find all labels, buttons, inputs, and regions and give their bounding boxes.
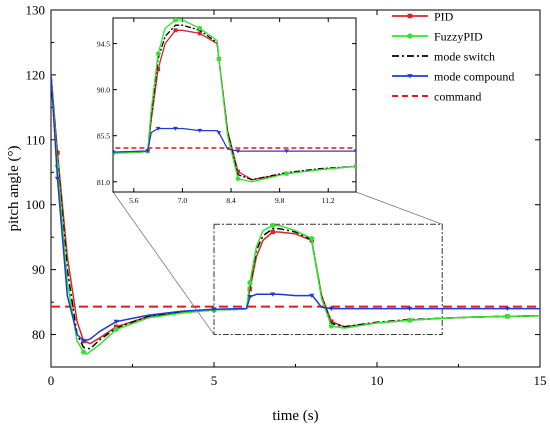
inset-series-marker-mode-compound [145,149,151,154]
inset-x-tick-label: 8.4 [226,196,236,205]
legend-marker-fuzzypid [407,33,413,39]
y-tick-label: 120 [26,67,46,82]
inset-series-marker-fuzzypid [235,176,241,181]
inset-series-marker-fuzzypid [197,25,203,31]
series-marker-mode-compound [270,292,276,297]
series-line-fuzzypid [51,74,540,355]
inset-series-marker-pid [173,28,178,33]
y-tick-label: 80 [32,327,45,342]
series-marker-fuzzypid [81,349,87,355]
x-tick-label: 5 [211,373,218,388]
inset-series-marker-pid [197,31,202,36]
legend-marker-mode-compound [407,74,413,79]
series-marker-fuzzypid [113,326,119,332]
series-marker-mode-compound [309,293,315,298]
y-axis-label: pitch angle (°) [6,146,22,232]
inset-x-tick-label: 9.8 [275,196,285,205]
inset-x-tick-label: 7.0 [178,196,188,205]
inset-series-marker-mode-compound [216,130,222,135]
series-marker-fuzzypid [407,317,413,323]
x-tick-label: 10 [371,373,384,388]
legend-label-mode-compound: mode compound [434,70,514,84]
y-tick-label: 90 [32,262,45,277]
inset-y-tick-label: 85.5 [97,132,110,141]
series-marker-fuzzypid [309,235,315,242]
x-tick-label: 0 [48,373,55,388]
inset-y-tick-label: 94.5 [97,40,110,49]
inset-y-tick-label: 90.0 [97,86,110,95]
inset-connector-line [355,191,443,225]
series-marker-mode-compound [113,319,119,324]
legend: PID FuzzyPID mode switch mode compound comma… [392,10,514,104]
inset-series-line-mode-compound [113,127,356,153]
inset-series-marker-mode-compound [173,126,178,131]
y-tick-label: 100 [26,197,46,212]
legend-label-command: command [434,90,481,104]
inset-series-marker-mode-compound [155,126,161,131]
inset-series-marker-fuzzypid [216,56,222,62]
series-marker-mode-compound [80,339,87,344]
series-marker-mode-compound [54,176,61,182]
series-marker-pid [114,324,119,329]
inset-series-marker-fuzzypid [284,171,289,176]
inset-series-line-fuzzypid [113,19,356,183]
zoom-rectangle [213,223,443,336]
legend-label-pid: PID [434,10,454,24]
inset-series-marker-fuzzypid [173,18,178,23]
inset-y-tick-label: 81.0 [97,178,110,187]
series-line-mode-compound [51,74,540,342]
inset-zoom-plot: 5.6 7.0 8.4 9.8 11.2 81.0 85.5 90.0 94.5 [97,17,443,335]
inset-series-marker-mode-compound [284,149,289,154]
y-tick-label: 130 [26,3,46,18]
legend-label-mode-switch: mode switch [434,50,495,64]
inset-x-tick-label: 11.2 [322,196,335,205]
series-marker-mode-compound [504,306,511,311]
series-marker-pid [270,229,275,235]
inset-series-marker-pid [235,169,240,174]
series-marker-fuzzypid [247,280,253,286]
inset-series-marker-mode-compound [353,149,356,154]
inset-series-marker-mode-compound [235,149,241,154]
zoom-region-box [213,223,443,336]
inset-series-marker-fuzzypid [155,51,161,57]
series-marker-mode-compound [406,306,413,311]
series-marker-fuzzypid [270,222,276,229]
x-tick-label: 15 [534,373,547,388]
series-line-mode-switch [51,74,540,350]
series-marker-fuzzypid [504,313,510,319]
series-marker-mode-compound [328,306,334,311]
series-marker-mode-compound [211,307,217,312]
inset-x-tick-label: 5.6 [129,196,139,205]
inset-series [113,18,356,183]
legend-label-fuzzypid: FuzzyPID [434,30,483,44]
main-series [51,74,540,355]
main-ticks: 0 5 10 15 80 90 100 110 120 130 [26,3,547,389]
series-marker-mode-compound [247,295,253,300]
inset-series-marker-mode-compound [197,128,203,133]
inset-connector-line [112,191,215,335]
legend-marker-pid [407,13,413,19]
inset-series-marker-fuzzypid [353,164,356,169]
series-marker-fuzzypid [328,323,334,329]
y-tick-label: 110 [26,132,45,147]
x-axis-label: time (s) [272,408,318,424]
inset-series-marker-pid [156,67,161,72]
inset-series-marker-mode-compound [113,150,116,155]
